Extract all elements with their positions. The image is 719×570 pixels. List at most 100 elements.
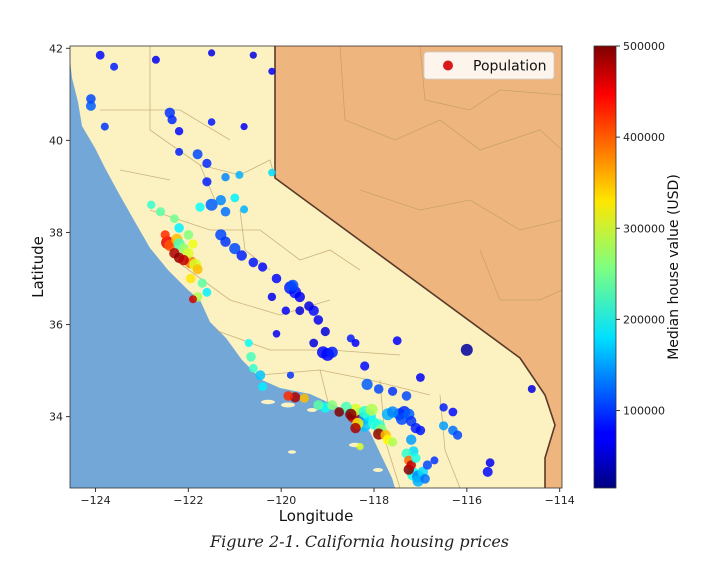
x-axis-label: Longitude (279, 507, 354, 525)
data-point (178, 254, 189, 266)
data-point (392, 336, 402, 346)
data-point (360, 361, 370, 371)
data-point (255, 370, 266, 381)
data-point (460, 343, 473, 356)
data-point (411, 453, 421, 463)
county-line (149, 209, 301, 261)
state-border (274, 46, 556, 488)
data-point (415, 425, 426, 436)
data-point (351, 339, 360, 347)
data-point (482, 466, 493, 477)
colorbar-tick-label: 500000 (623, 40, 665, 53)
county-line (359, 189, 562, 231)
county-line (100, 109, 231, 141)
data-point (350, 422, 361, 434)
map-background (70, 46, 562, 488)
data-point (240, 205, 249, 214)
island (307, 408, 317, 412)
data-point (326, 346, 338, 358)
island (288, 450, 296, 454)
data-point (272, 330, 281, 338)
figure-caption: Figure 2-1. California housing prices (209, 532, 510, 551)
data-point (309, 338, 319, 348)
data-point (356, 443, 364, 451)
data-point (420, 474, 430, 484)
data-point (192, 264, 203, 275)
legend-box (423, 51, 555, 80)
data-point (174, 127, 184, 136)
y-axis: 34 36 38 40 42 (49, 42, 70, 424)
county-line (299, 249, 361, 271)
data-point (430, 456, 439, 465)
data-point (320, 326, 330, 337)
data-point (195, 202, 205, 212)
data-point (235, 170, 244, 179)
data-point (202, 287, 212, 297)
data-point (151, 55, 160, 64)
data-point (95, 50, 105, 60)
data-point (334, 407, 345, 417)
data-point (185, 273, 196, 284)
data-point (208, 49, 216, 57)
data-point (86, 94, 96, 104)
data-point (271, 273, 282, 284)
data-point (221, 173, 230, 182)
data-point (215, 195, 226, 206)
data-point (205, 198, 218, 211)
data-point (485, 458, 495, 468)
data-point (229, 243, 241, 255)
data-point (249, 51, 257, 59)
x-tick-label: −122 (173, 494, 203, 507)
data-point (373, 384, 384, 394)
data-point (230, 193, 240, 203)
data-point (317, 346, 329, 359)
county-line (119, 169, 171, 181)
data-point (100, 122, 109, 131)
data-point (295, 306, 305, 316)
x-tick-label: −120 (266, 494, 296, 507)
data-point (327, 400, 338, 411)
data-point (422, 460, 432, 470)
data-point (160, 230, 170, 240)
data-point (240, 123, 248, 131)
data-point (207, 118, 216, 126)
legend-label-population: Population (473, 59, 547, 75)
data-point (202, 158, 212, 168)
data-point (448, 407, 458, 417)
california-land (70, 46, 555, 488)
data-point (258, 382, 267, 392)
data-point (189, 295, 197, 304)
data-point (268, 168, 276, 177)
data-point (287, 279, 299, 291)
colorbar-ticks: 100000 200000 300000 400000 500000 (616, 40, 665, 418)
legend-marker (443, 60, 453, 71)
x-axis: −124 −122 −120 −118 −116 −114 (80, 488, 575, 507)
data-point (268, 67, 276, 75)
data-point (406, 460, 417, 470)
y-tick-label: 42 (49, 42, 63, 55)
data-point (439, 421, 449, 431)
data-point (281, 306, 290, 315)
data-point (406, 434, 417, 445)
county-line (339, 46, 562, 151)
county-line (439, 394, 461, 488)
colorbar-tick-label: 400000 (623, 131, 665, 144)
data-point (313, 400, 324, 411)
data-point (401, 391, 412, 401)
data-point (246, 352, 256, 362)
colorbar-tick-label: 300000 (623, 222, 665, 235)
colorbar-label: Median house value (USD) (666, 174, 682, 360)
island (373, 468, 383, 472)
data-point (236, 250, 247, 261)
colorbar: 100000 200000 300000 400000 500000 Median ho… (593, 40, 682, 489)
colorbar-bar (593, 45, 617, 489)
data-point (258, 262, 268, 272)
data-point (170, 214, 179, 224)
data-point (174, 223, 184, 233)
california-housing-chart: −124 −122 −120 −118 −116 −114 34 36 38 40 42 Long… (29, 40, 682, 525)
county-line (214, 329, 401, 356)
data-point (388, 386, 398, 396)
data-point (244, 339, 253, 347)
data-point (155, 207, 166, 217)
data-point (248, 257, 259, 268)
